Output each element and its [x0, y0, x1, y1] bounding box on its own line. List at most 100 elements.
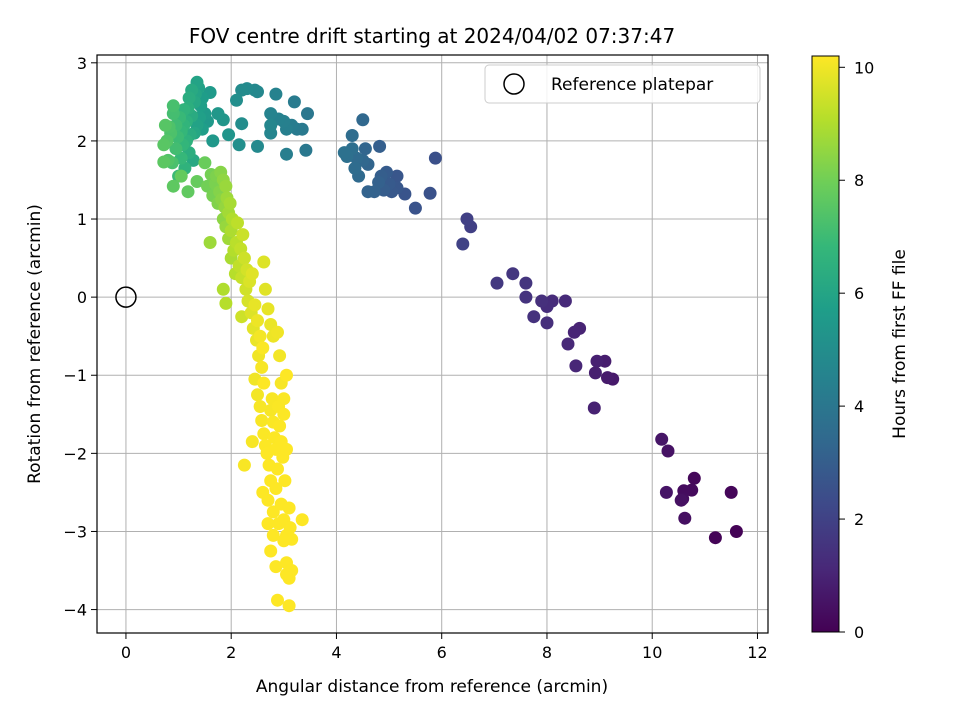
data-point: [271, 325, 284, 339]
data-point: [264, 544, 278, 558]
data-point: [198, 156, 212, 170]
data-point: [182, 91, 196, 105]
data-point: [527, 310, 541, 324]
colorbar: 0 2 4 6 8 10 Hours from first FF file: [811, 55, 910, 642]
x-tick-label: 6: [437, 643, 447, 662]
data-point: [269, 87, 283, 101]
legend: Reference platepar: [484, 64, 761, 104]
chart-title: FOV centre drift starting at 2024/04/02 …: [189, 24, 675, 48]
data-point: [460, 212, 474, 226]
data-point: [356, 113, 370, 127]
data-point: [345, 129, 359, 142]
colorbar-tick-label: 0: [854, 623, 864, 642]
data-point: [506, 267, 520, 281]
data-point: [206, 134, 220, 148]
legend-marker-reference: [503, 73, 525, 95]
data-point: [271, 462, 284, 476]
data-point: [257, 255, 271, 269]
data-point: [251, 139, 264, 153]
data-point: [232, 138, 246, 152]
data-point: [219, 179, 233, 193]
y-tick-label: −1: [63, 366, 87, 385]
data-point: [257, 376, 271, 390]
data-point: [245, 267, 259, 281]
data-point: [271, 593, 284, 607]
y-axis-ticks: −4 −3 −2 −1 0 1 2 3: [63, 54, 97, 620]
data-point: [674, 493, 688, 507]
data-point: [295, 513, 309, 527]
data-point: [261, 302, 275, 316]
data-point: [273, 349, 287, 363]
data-point: [569, 359, 583, 373]
data-point: [237, 458, 251, 472]
data-point: [166, 179, 180, 193]
y-tick-label: 1: [77, 210, 87, 229]
colorbar-tick-label: 10: [854, 58, 874, 77]
data-point: [588, 366, 602, 380]
x-tick-label: 12: [747, 643, 767, 662]
y-tick-label: 0: [77, 288, 87, 307]
data-point: [269, 482, 283, 495]
data-point: [280, 567, 293, 581]
data-point: [216, 282, 230, 296]
data-point: [661, 444, 675, 458]
data-point: [174, 169, 188, 183]
data-point: [255, 414, 269, 427]
data-point: [280, 442, 293, 456]
data-point: [223, 196, 237, 210]
data-point: [535, 294, 549, 308]
data-point: [490, 276, 504, 290]
data-point: [190, 175, 204, 188]
data-point: [708, 531, 722, 545]
data-point: [264, 107, 278, 121]
colorbar-ticks: 0 2 4 6 8 10: [839, 58, 874, 642]
plot-frame: [96, 54, 769, 634]
data-point: [158, 118, 172, 132]
data-point: [282, 501, 296, 515]
data-point: [169, 142, 183, 156]
data-point: [269, 560, 283, 574]
x-axis-ticks: 0 2 4 6 8 10 12: [121, 633, 768, 662]
y-tick-label: −4: [63, 601, 87, 620]
data-point: [258, 282, 272, 296]
data-point: [266, 505, 280, 519]
x-tick-label: 10: [642, 643, 662, 662]
data-point: [601, 371, 614, 385]
data-point: [251, 388, 264, 402]
data-point: [236, 228, 250, 242]
data-point: [687, 471, 701, 485]
data-point: [266, 528, 280, 542]
data-point: [567, 325, 581, 339]
data-point: [256, 341, 270, 355]
data-point: [337, 146, 351, 160]
y-axis-label: Rotation from reference (arcmin): [25, 204, 45, 484]
data-point: [251, 314, 264, 328]
data-point: [358, 142, 372, 156]
data-point: [729, 525, 743, 538]
data-point: [264, 118, 278, 132]
colorbar-label: Hours from first FF file: [890, 249, 910, 439]
data-point: [408, 201, 422, 215]
data-point: [237, 251, 251, 265]
x-tick-label: 8: [542, 643, 552, 662]
data-point: [261, 493, 275, 507]
data-point: [235, 83, 249, 97]
x-axis-label: Angular distance from reference (arcmin): [256, 677, 608, 697]
data-point: [390, 169, 404, 183]
data-point: [280, 368, 293, 382]
legend-box: [484, 64, 761, 104]
data-point: [277, 407, 291, 421]
data-point: [230, 93, 243, 107]
data-point: [301, 107, 314, 121]
data-point: [287, 95, 301, 109]
data-point: [235, 117, 249, 131]
colorbar-tick-label: 2: [854, 510, 864, 529]
reference-point-marker: [115, 286, 137, 308]
x-tick-label: 2: [226, 643, 236, 662]
data-point: [678, 511, 692, 525]
data-point: [348, 161, 362, 175]
data-point: [277, 534, 291, 548]
colorbar-tick-label: 6: [854, 284, 864, 303]
data-point: [181, 185, 195, 199]
